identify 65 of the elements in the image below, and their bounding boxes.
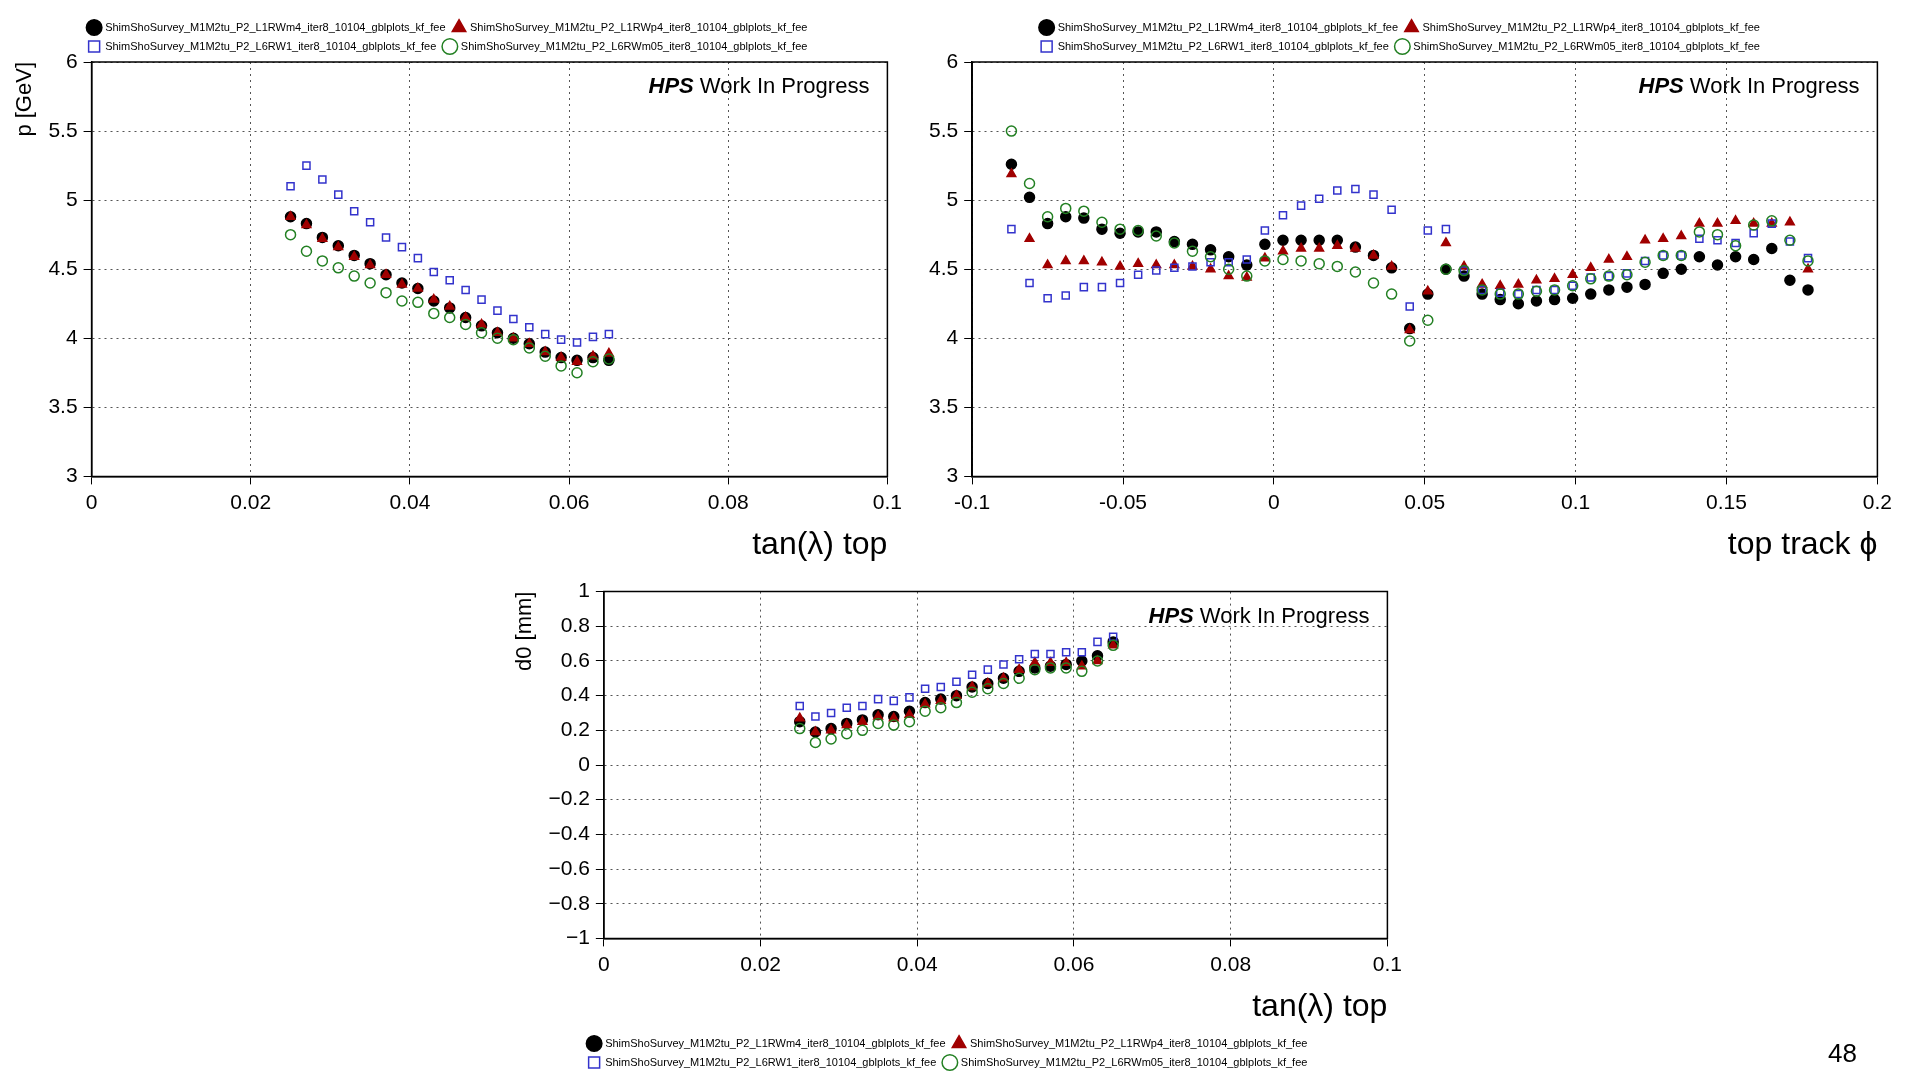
y-tick-label: 5.5 xyxy=(48,117,78,141)
y-tick-label: −0.4 xyxy=(548,821,591,845)
legend-label: ShimShoSurvey_M1M2tu_P2_L6RWm05_iter8_10104_gblplots_kf_fee xyxy=(460,39,808,52)
y-tick-label: 0.2 xyxy=(560,717,590,741)
y-tick-label: −1 xyxy=(565,925,590,949)
y-tick-label: 5 xyxy=(946,186,959,210)
y-tick-label: −0.2 xyxy=(548,786,590,810)
y-tick-label: 4 xyxy=(65,325,78,349)
y-axis-title: d0 [mm] xyxy=(511,591,537,672)
legend-label: ShimShoSurvey_M1M2tu_P2_L1RWp4_iter8_10104_gblplots_kf_fee xyxy=(470,20,808,33)
x-tick-label: 0.1 xyxy=(1561,489,1591,513)
y-tick-label: 0.6 xyxy=(560,647,590,671)
x-axis-title: top track ϕ xyxy=(1727,524,1878,561)
x-tick-label: 0.2 xyxy=(1862,489,1893,513)
x-tick-label: 0.08 xyxy=(707,489,749,513)
legend-label: ShimShoSurvey_M1M2tu_P2_L6RW1_iter8_10104_gblplots_kf_fee xyxy=(1057,39,1389,52)
y-tick-label: 4.5 xyxy=(48,256,78,279)
legend-label: ShimShoSurvey_M1M2tu_P2_L1RWm4_iter8_10104_gblplots_kf_fee xyxy=(1057,20,1399,33)
y-tick-label: 3 xyxy=(946,463,959,487)
x-tick-label: 0.06 xyxy=(548,489,590,513)
y-tick-label: 0.4 xyxy=(560,682,591,706)
x-tick-label: 0.02 xyxy=(740,951,781,975)
x-tick-label: 0 xyxy=(598,951,610,975)
x-tick-label: 0.1 xyxy=(1372,951,1403,975)
legend-label: ShimShoSurvey_M1M2tu_P2_L6RWm05_iter8_10104_gblplots_kf_fee xyxy=(1413,39,1760,52)
y-tick-label: 4 xyxy=(946,325,959,349)
y-axis-title: p [GeV] xyxy=(11,62,37,137)
y-tick-label: −0.6 xyxy=(548,855,590,879)
y-tick-label: 3 xyxy=(65,463,78,487)
x-tick-label: 0.06 xyxy=(1053,951,1095,975)
x-tick-label: -0.05 xyxy=(1099,489,1147,513)
annotation: HPS Work In Progress xyxy=(1638,73,1860,99)
y-tick-label: 5.5 xyxy=(928,117,959,141)
y-tick-label: 3.5 xyxy=(928,394,959,418)
legend-label: ShimShoSurvey_M1M2tu_P2_L1RWm4_iter8_10104_gblplots_kf_fee xyxy=(105,20,446,33)
y-tick-label: 1 xyxy=(578,578,590,602)
legend-label: ShimShoSurvey_M1M2tu_P2_L1RWp4_iter8_10104_gblplots_kf_fee xyxy=(1422,20,1760,33)
y-tick-label: 3.5 xyxy=(48,394,78,418)
x-tick-label: 0.04 xyxy=(389,489,431,513)
x-axis-title: tan(λ) top xyxy=(752,524,888,561)
x-tick-label: -0.1 xyxy=(954,489,991,513)
x-tick-label: 0.1 xyxy=(872,489,903,513)
legend-label: ShimShoSurvey_M1M2tu_P2_L6RWm05_iter8_10104_gblplots_kf_fee xyxy=(960,1055,1308,1068)
annotation: HPS Work In Progress xyxy=(1148,602,1370,628)
x-tick-label: 0.05 xyxy=(1404,489,1446,513)
legend-label: ShimShoSurvey_M1M2tu_P2_L1RWp4_iter8_10104_gblplots_kf_fee xyxy=(970,1036,1308,1049)
annotation: HPS Work In Progress xyxy=(648,73,870,99)
x-tick-label: 0.04 xyxy=(896,951,939,975)
x-tick-label: 0.15 xyxy=(1706,489,1747,513)
y-tick-label: 6 xyxy=(65,48,78,72)
x-tick-label: 0 xyxy=(1268,489,1280,513)
x-tick-label: 0 xyxy=(85,489,98,513)
y-tick-label: 0.8 xyxy=(560,613,590,637)
y-tick-label: 6 xyxy=(946,48,959,72)
y-tick-label: 0 xyxy=(578,751,590,775)
x-axis-title: tan(λ) top xyxy=(1252,986,1388,1023)
legend-label: ShimShoSurvey_M1M2tu_P2_L1RWm4_iter8_10104_gblplots_kf_fee xyxy=(605,1036,946,1049)
legend-label: ShimShoSurvey_M1M2tu_P2_L6RW1_iter8_10104_gblplots_kf_fee xyxy=(105,39,437,52)
y-tick-label: −0.8 xyxy=(548,890,590,914)
x-tick-label: 0.02 xyxy=(230,489,272,513)
y-tick-label: 5 xyxy=(65,186,78,210)
text: 48 xyxy=(1828,1038,1857,1069)
y-tick-label: 4.5 xyxy=(928,256,959,279)
legend-label: ShimShoSurvey_M1M2tu_P2_L6RW1_iter8_10104_gblplots_kf_fee xyxy=(605,1055,937,1068)
x-tick-label: 0.08 xyxy=(1210,951,1252,975)
